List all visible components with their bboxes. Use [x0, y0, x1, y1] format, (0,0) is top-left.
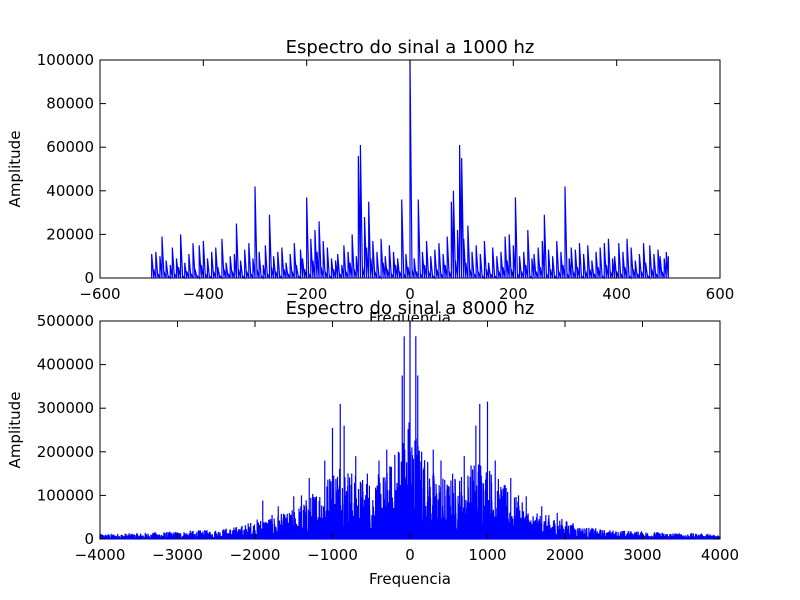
x-tick-label: −400 [183, 285, 224, 303]
y-tick-label: 300000 [37, 399, 94, 417]
chart-title-8000hz: Espectro do sinal a 8000 hz [286, 298, 535, 319]
y-axis-label-8000hz: Amplitude [6, 392, 24, 469]
y-tick-label: 100000 [37, 486, 94, 504]
y-axis-label-1000hz: Amplitude [6, 131, 24, 208]
chart-1000hz: −600 −400 −200 0 200 400 600 0 20000 40000 60000 8… [6, 37, 734, 327]
y-axis-ticks-8000hz: 0 100000 200000 300000 400000 500000 [37, 312, 720, 548]
x-tick-label: −4000 [75, 546, 126, 564]
y-tick-label: 60000 [46, 138, 94, 156]
x-tick-label: −3000 [152, 546, 203, 564]
y-tick-label: 20000 [46, 225, 94, 243]
x-axis-ticks-8000hz: −4000 −3000 −2000 −1000 0 1000 2000 3000 4000 [75, 321, 739, 564]
x-tick-label: −2000 [230, 546, 281, 564]
x-tick-label: 1000 [468, 546, 506, 564]
chart-8000hz: −4000 −3000 −2000 −1000 0 1000 2000 3000 4000 0 1… [6, 298, 739, 588]
y-tick-label: 0 [84, 530, 94, 548]
x-tick-label: −1000 [307, 546, 358, 564]
x-tick-label: −600 [79, 285, 120, 303]
y-tick-label: 200000 [37, 443, 94, 461]
x-tick-label: 0 [405, 546, 415, 564]
x-tick-label: 200 [499, 285, 528, 303]
series-8000hz [99, 321, 721, 540]
x-tick-label: 2000 [546, 546, 584, 564]
y-tick-label: 0 [84, 269, 94, 287]
y-tick-label: 400000 [37, 356, 94, 374]
chart-title-1000hz: Espectro do sinal a 1000 hz [286, 37, 535, 58]
y-axis-ticks-1000hz: 0 20000 40000 60000 80000 100000 [37, 51, 720, 287]
y-tick-label: 100000 [37, 51, 94, 69]
x-tick-label: −200 [286, 285, 327, 303]
x-tick-label: 0 [405, 285, 415, 303]
y-tick-label: 40000 [46, 182, 94, 200]
x-tick-label: 400 [602, 285, 631, 303]
x-tick-label: 4000 [701, 546, 739, 564]
x-tick-label: 3000 [623, 546, 661, 564]
x-axis-label-8000hz: Frequencia [369, 570, 451, 588]
x-tick-label: 600 [706, 285, 735, 303]
y-tick-label: 80000 [46, 95, 94, 113]
spectrum-line [99, 321, 721, 540]
x-axis-ticks-1000hz: −600 −400 −200 0 200 400 600 [79, 60, 734, 303]
y-tick-label: 500000 [37, 312, 94, 330]
